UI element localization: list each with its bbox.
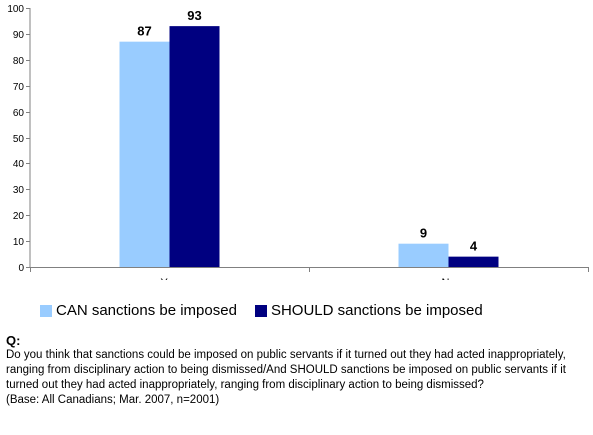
y-tick-label: 30 [13, 185, 25, 196]
x-category-label: No [441, 277, 455, 280]
x-category-label: Yes [161, 277, 179, 280]
y-axis: 0 10 20 30 40 50 60 70 80 90 100 [7, 4, 31, 274]
bar-value-label: 87 [137, 24, 151, 39]
bars [119, 26, 499, 267]
bar-yes-can [119, 41, 170, 267]
y-tick-label: 70 [13, 82, 25, 93]
y-tick-label: 100 [7, 4, 24, 15]
y-tick-label: 40 [13, 159, 25, 170]
question-label: Q: [6, 333, 21, 348]
y-tick-label: 0 [18, 263, 24, 274]
bar-value-label: 9 [420, 226, 427, 241]
y-tick-label: 10 [13, 237, 25, 248]
legend-item-can: CAN sanctions be imposed [40, 302, 237, 319]
bar-chart: 0 10 20 30 40 50 60 70 80 90 100 Yes No 87 93 9 4 [7, 4, 589, 280]
value-labels: 87 93 9 4 [137, 8, 478, 254]
bar-value-label: 93 [187, 8, 201, 23]
legend-item-should: SHOULD sanctions be imposed [254, 302, 483, 319]
y-tick-label: 50 [13, 134, 25, 145]
base-note: (Base: All Canadians; Mar. 2007, n=2001) [6, 394, 220, 406]
x-axis: Yes No [30, 267, 589, 280]
y-tick-label: 60 [13, 108, 25, 119]
bar-value-label: 4 [470, 239, 478, 254]
bar-no-should [448, 256, 499, 267]
y-tick-label: 80 [13, 56, 25, 67]
y-tick-label: 90 [13, 30, 25, 41]
legend-label-can: CAN sanctions be imposed [56, 302, 237, 319]
chart-legend: CAN sanctions be imposed SHOULD sanction… [40, 302, 483, 319]
legend-swatch-can [40, 304, 52, 317]
question-text: Do you think that sanctions could be imp… [6, 349, 566, 391]
bar-yes-should [169, 26, 220, 267]
bar-no-can [398, 243, 449, 267]
legend-label-should: SHOULD sanctions be imposed [270, 302, 483, 319]
legend-swatch-should [254, 304, 267, 317]
y-tick-label: 20 [13, 211, 25, 222]
chart-notes: Q: Do you think that sanctions could be … [6, 333, 588, 408]
